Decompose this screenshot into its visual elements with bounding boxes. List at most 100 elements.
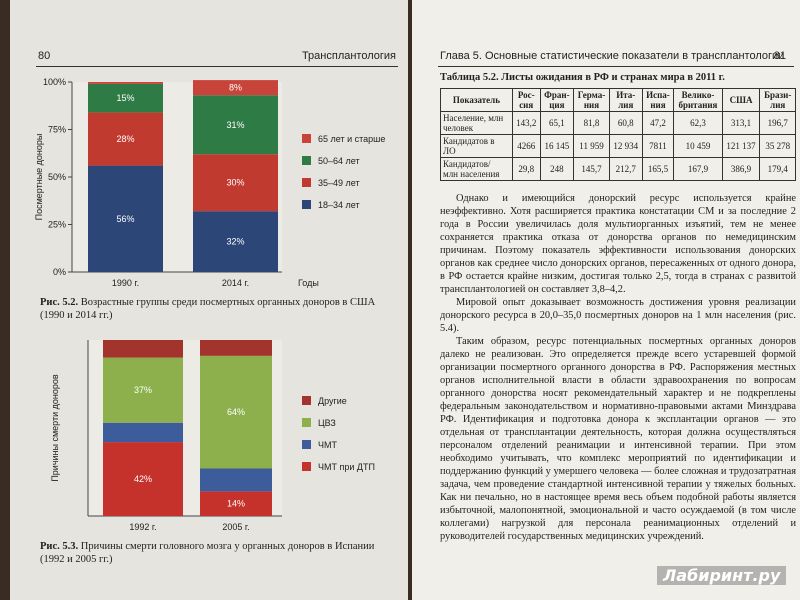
- table-cell: 12 934: [608, 134, 643, 158]
- table-cell: 35 278: [759, 134, 796, 158]
- legend-swatch: [302, 178, 311, 187]
- table-cell: 7811: [641, 134, 675, 158]
- table-row: Кандидатов в ЛО 4266 16 145 11 959 12 934 781…: [440, 134, 796, 158]
- y-tick-label: 0%: [53, 267, 66, 277]
- bar-segment: [193, 95, 278, 155]
- table-cell: 143,2: [511, 111, 541, 135]
- bar-segment: [103, 422, 183, 443]
- legend-label: 35–49 лет: [318, 178, 360, 188]
- legend-swatch: [302, 200, 311, 209]
- table-cell: 145,7: [573, 157, 610, 181]
- bar-segment: [88, 165, 163, 272]
- chart: Причины смерти доноров 1992 г. 42% 37% 2005 …: [50, 340, 375, 532]
- table-cell: 179,4: [759, 157, 796, 181]
- bar-segment: [200, 468, 272, 492]
- bar-segment: [88, 83, 163, 113]
- bar-segment: [200, 491, 272, 516]
- bar-segment: [88, 112, 163, 166]
- data-label: 30%: [226, 178, 244, 188]
- x-tick-label: 1990 г.: [112, 278, 139, 288]
- column-header: Фран- ция: [539, 88, 575, 112]
- caption-text: Возрастные группы среди посмертных орган…: [40, 297, 376, 321]
- legend-swatch: [302, 396, 311, 405]
- bar-segment: [103, 357, 183, 423]
- caption-text: Причины смерти головного мозга у органны…: [40, 541, 375, 565]
- column-header: Герма- ния: [573, 88, 610, 112]
- bar-segment: [193, 211, 278, 272]
- data-label: 15%: [116, 93, 134, 103]
- left-page: 80 Трансплантология 0% 25% 50% 75% 100% Посме…: [10, 0, 408, 600]
- header-rule: [36, 66, 398, 67]
- bar-segment: [88, 82, 163, 84]
- table-cell: 65,1: [539, 111, 575, 135]
- bar-segment: [200, 340, 272, 356]
- table-cell: 16 145: [539, 134, 575, 158]
- table-cell: 212,7: [608, 157, 643, 181]
- table-cell: 81,8: [573, 111, 610, 135]
- page-number: 81: [773, 50, 786, 62]
- table-cell: 248: [539, 157, 575, 181]
- table-row: Население, млн человек 143,2 65,1 81,8 60,8 4…: [440, 111, 796, 135]
- table-header-row: Показатель Рос- сия Фран- ция Герма- ния Ита…: [440, 88, 796, 112]
- paragraph: Однако и имеющийся донорский ресурс испо…: [440, 193, 796, 295]
- y-tick-label: 25%: [48, 220, 66, 230]
- table-cell: 121 137: [721, 134, 761, 158]
- table-cell: 196,7: [759, 111, 796, 135]
- legend-swatch: [302, 156, 311, 165]
- legend-label: ЧМТ при ДТП: [318, 462, 375, 472]
- legend-label: 50–64 лет: [318, 156, 360, 166]
- y-tick-label: 75%: [48, 125, 66, 135]
- data-label: 28%: [116, 134, 134, 144]
- data-label: 37%: [134, 385, 152, 395]
- x-tick-label: 2005 г.: [222, 522, 249, 532]
- watermark: Лабиринт.ру: [657, 566, 787, 585]
- column-header: Брази- лия: [759, 88, 796, 112]
- bar-segment: [103, 340, 183, 358]
- table-row: Кандидатов/ млн населения 29,8 248 145,7 212…: [440, 157, 796, 181]
- legend-swatch: [302, 440, 311, 449]
- table-cell: Кандидатов в ЛО: [440, 134, 513, 158]
- caption-label: Рис. 5.3.: [40, 541, 79, 552]
- legend-swatch: [302, 134, 311, 143]
- legend-swatch: [302, 418, 311, 427]
- caption: Рис. 5.3. Причины смерти головного мозга…: [40, 540, 400, 566]
- table-cell: 11 959: [573, 134, 610, 158]
- paragraph: Таким образом, ресурс потенциальных посм…: [440, 336, 796, 542]
- table-cell: 386,9: [721, 157, 761, 181]
- column-header: Рос- сия: [511, 88, 541, 112]
- table-cell: 10 459: [673, 134, 723, 158]
- table-cell: 47,2: [641, 111, 675, 135]
- y-tick-label: 50%: [48, 172, 66, 182]
- data-label: 32%: [226, 237, 244, 247]
- y-tick-label: 100%: [43, 77, 66, 87]
- right-page: Глава 5. Основные статистические показат…: [412, 0, 800, 600]
- y-axis-label: Посмертные доноры: [34, 134, 44, 221]
- running-title: Трансплантология: [301, 50, 396, 62]
- column-header: Ита- лия: [608, 88, 643, 112]
- data-label: 8%: [229, 83, 242, 93]
- y-axis-label: Причины смерти доноров: [50, 374, 60, 482]
- legend-label: ЧМТ: [318, 440, 337, 450]
- caption-label: Рис. 5.2.: [40, 297, 79, 308]
- table: Показатель Рос- сия Фран- ция Герма- ния Ита…: [440, 88, 796, 181]
- legend-label: Другие: [318, 396, 347, 406]
- table-cell: 60,8: [608, 111, 643, 135]
- table-cell: 167,9: [673, 157, 723, 181]
- column-header: Испа- ния: [641, 88, 675, 112]
- x-tick-label: 1992 г.: [129, 522, 156, 532]
- chart: 0% 25% 50% 75% 100% Посмертные доноры Годы 1990…: [34, 77, 385, 288]
- data-label: 64%: [227, 407, 245, 417]
- bar-segment: [103, 442, 183, 516]
- bar-segment: [200, 355, 272, 469]
- table-cell: 165,5: [641, 157, 675, 181]
- data-label: 56%: [116, 214, 134, 224]
- table-cell: Население, млн человек: [440, 111, 513, 135]
- table-cell: 313,1: [721, 111, 761, 135]
- paragraph: Мировой опыт доказывает возможность дост…: [440, 297, 796, 334]
- table-cell: 29,8: [511, 157, 541, 181]
- x-axis-label: Годы: [298, 278, 319, 288]
- table-cell: 62,3: [673, 111, 723, 135]
- table-cell: 4266: [511, 134, 541, 158]
- running-title: Глава 5. Основные статистические показат…: [440, 50, 785, 62]
